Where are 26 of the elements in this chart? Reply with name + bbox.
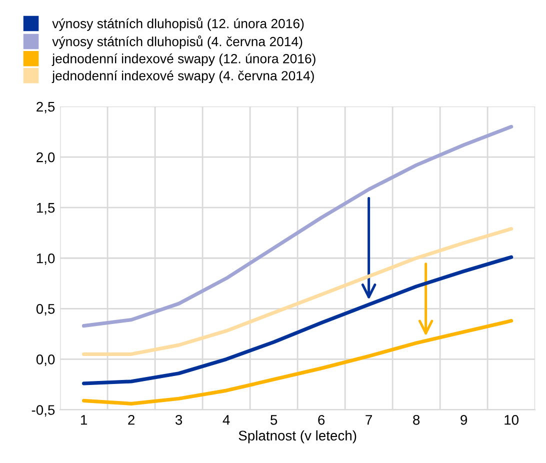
legend-label: výnosy státních dluhopisů (12. února 2016) bbox=[52, 18, 304, 31]
legend-label: výnosy státních dluhopisů (4. června 2014) bbox=[52, 36, 302, 49]
x-tick-label: 4 bbox=[222, 415, 230, 425]
x-tick-label: 9 bbox=[460, 414, 468, 425]
x-tick-label: 7 bbox=[366, 415, 372, 425]
y-tick-label: 2,0 bbox=[36, 152, 55, 164]
x-tick-label: 10 bbox=[504, 414, 519, 425]
y-tick-label: -0,5 bbox=[32, 405, 55, 417]
x-tick-label: 5 bbox=[270, 415, 278, 425]
y-tick-label: 1,5 bbox=[36, 203, 55, 214]
line-series bbox=[82, 318, 514, 406]
legend-label: jednodenní indexové swapy (12. února 2016) bbox=[52, 53, 316, 66]
x-tick-label: 6 bbox=[318, 414, 325, 425]
y-tick-label: 0,5 bbox=[36, 304, 55, 316]
y-tick-label: 1,0 bbox=[36, 253, 55, 265]
x-tick-label: 2 bbox=[128, 414, 134, 425]
y-tick-label: 2,5 bbox=[36, 102, 55, 114]
legend-label: jednodenní indexové swapy (4. června 2014) bbox=[52, 70, 314, 84]
x-axis-title: Splatnost (v letech) bbox=[238, 430, 356, 444]
x-tick-label: 1 bbox=[81, 415, 87, 425]
x-tick-label: 3 bbox=[175, 414, 182, 425]
line-series bbox=[82, 227, 514, 356]
line-series bbox=[82, 124, 514, 328]
x-tick-label: 8 bbox=[413, 414, 420, 425]
y-tick-label: 0,0 bbox=[36, 354, 55, 366]
line-series bbox=[82, 255, 514, 386]
